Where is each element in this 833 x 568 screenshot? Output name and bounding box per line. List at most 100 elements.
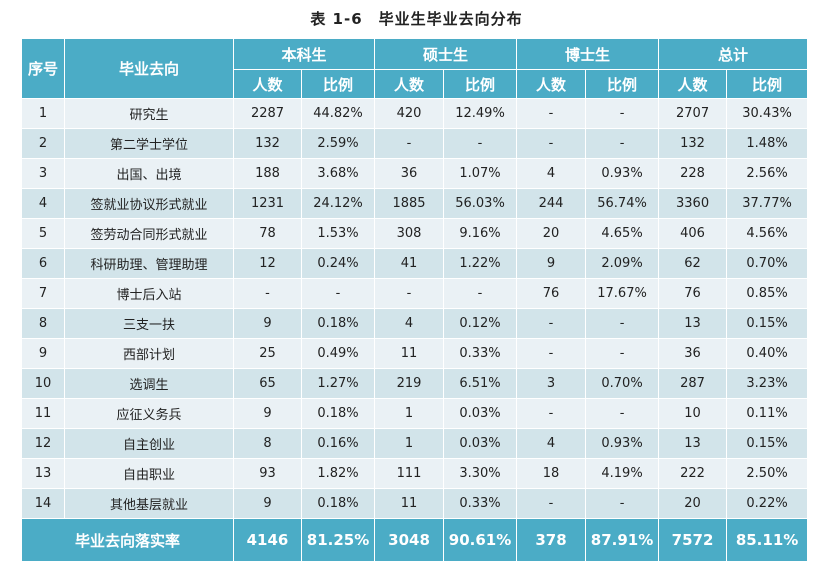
- header-ratio: 比例: [726, 69, 809, 99]
- table-row: 6 科研助理、管理助理 12 0.24% 41 1.22% 9 2.09% 62 0.70%: [21, 248, 809, 279]
- row-value: 0.03%: [443, 428, 518, 459]
- footer-cell: 81.25%: [300, 518, 376, 562]
- row-value: 287: [658, 368, 728, 399]
- row-value: -: [300, 278, 376, 309]
- header-index: 序号: [21, 38, 65, 99]
- table-body: 1 研究生 2287 44.82% 420 12.49% - -2707 30.43% 2 第二学士…: [21, 98, 809, 519]
- row-destination: 应征义务兵: [64, 398, 234, 429]
- row-value: 219: [374, 368, 445, 399]
- row-value: 0.18%: [300, 398, 376, 429]
- row-value: 1.82%: [300, 458, 376, 489]
- footer-label: 毕业去向落实率: [21, 518, 234, 562]
- row-value: 25: [233, 338, 302, 369]
- row-value: -: [374, 128, 445, 159]
- row-value: 228: [658, 158, 728, 189]
- row-destination: 西部计划: [64, 338, 234, 369]
- row-value: 0.93%: [585, 158, 660, 189]
- row-value: 1.07%: [443, 158, 518, 189]
- table-row: 5 签劳动合同形式就业 78 1.53% 308 9.16% 20 4.65% 406 4.56%: [21, 218, 809, 249]
- row-value: -: [516, 338, 587, 369]
- row-value: 4: [516, 428, 587, 459]
- row-value: 20: [658, 488, 728, 519]
- row-value: 41: [374, 248, 445, 279]
- row-value: 2.09%: [585, 248, 660, 279]
- row-value: 2707: [658, 98, 728, 129]
- row-value: 1231: [233, 188, 302, 219]
- row-value: 4.56%: [726, 218, 809, 249]
- header-ratio: 比例: [585, 69, 660, 99]
- row-value: 0.03%: [443, 398, 518, 429]
- row-value: 13: [658, 428, 728, 459]
- header-count: 人数: [658, 69, 728, 99]
- row-destination: 自主创业: [64, 428, 234, 459]
- row-value: -: [585, 488, 660, 519]
- row-value: 24.12%: [300, 188, 376, 219]
- row-value: 12.49%: [443, 98, 518, 129]
- row-value: 222: [658, 458, 728, 489]
- footer-cell: 4146: [233, 518, 302, 562]
- header-ratio: 比例: [300, 69, 376, 99]
- row-value: -: [516, 98, 587, 129]
- row-destination: 自由职业: [64, 458, 234, 489]
- row-value: 0.40%: [726, 338, 809, 369]
- table-row: 3 出国、出境 188 3.68% 36 1.07% 4 0.93% 228 2.56%: [21, 158, 809, 189]
- row-value: 0.12%: [443, 308, 518, 339]
- row-value: 406: [658, 218, 728, 249]
- header-count: 人数: [516, 69, 587, 99]
- row-value: 0.11%: [726, 398, 809, 429]
- table-row: 1 研究生 2287 44.82% 420 12.49% - -2707 30.43%: [21, 98, 809, 129]
- table-row: 10 选调生 65 1.27% 219 6.51% 3 0.70% 287 3.23%: [21, 368, 809, 399]
- footer-cell: 3048: [374, 518, 445, 562]
- graduate-destination-table: 序号 毕业去向 本科生 硕士生 博士生 总计 人数 比例 人数 比例 人数 比例…: [21, 38, 809, 562]
- row-value: 1885: [374, 188, 445, 219]
- row-value: 65: [233, 368, 302, 399]
- row-value: 11: [374, 338, 445, 369]
- row-value: -: [585, 128, 660, 159]
- row-value: 36: [374, 158, 445, 189]
- row-value: 11: [374, 488, 445, 519]
- table-row: 7 博士后入站 - - - -76 17.67% 76 0.85%: [21, 278, 809, 309]
- row-value: 0.24%: [300, 248, 376, 279]
- row-value: 9: [233, 308, 302, 339]
- row-value: 0.70%: [726, 248, 809, 279]
- row-value: 56.03%: [443, 188, 518, 219]
- row-value: 0.18%: [300, 308, 376, 339]
- row-value: -: [585, 338, 660, 369]
- row-value: 6.51%: [443, 368, 518, 399]
- row-value: 78: [233, 218, 302, 249]
- row-value: 0.70%: [585, 368, 660, 399]
- row-index: 1: [21, 98, 65, 129]
- row-value: 0.33%: [443, 488, 518, 519]
- row-value: -: [585, 308, 660, 339]
- row-value: 0.18%: [300, 488, 376, 519]
- header-group-total: 总计: [658, 38, 809, 70]
- row-value: 2287: [233, 98, 302, 129]
- row-value: 4.65%: [585, 218, 660, 249]
- row-value: 1.22%: [443, 248, 518, 279]
- table-row: 12 自主创业 8 0.16% 1 0.03% 4 0.93% 13 0.15%: [21, 428, 809, 459]
- row-value: 76: [658, 278, 728, 309]
- table-row: 2 第二学士学位 132 2.59% - - - -132 1.48%: [21, 128, 809, 159]
- row-value: 308: [374, 218, 445, 249]
- header-count: 人数: [233, 69, 302, 99]
- row-value: 20: [516, 218, 587, 249]
- row-value: 4.19%: [585, 458, 660, 489]
- row-index: 13: [21, 458, 65, 489]
- row-index: 2: [21, 128, 65, 159]
- row-value: 111: [374, 458, 445, 489]
- row-value: -: [516, 128, 587, 159]
- row-value: 1.48%: [726, 128, 809, 159]
- row-value: 0.85%: [726, 278, 809, 309]
- header-destination: 毕业去向: [64, 38, 234, 99]
- row-index: 8: [21, 308, 65, 339]
- header-group-undergrad: 本科生: [232, 38, 376, 70]
- header-group-master: 硕士生: [374, 38, 518, 70]
- footer-cell: 87.91%: [585, 518, 660, 562]
- table-row: 13 自由职业 93 1.82% 111 3.30% 18 4.19% 222 2.50%: [21, 458, 809, 489]
- row-value: 36: [658, 338, 728, 369]
- row-value: -: [443, 278, 518, 309]
- row-value: 420: [374, 98, 445, 129]
- table-title: 表 1-6 毕业生毕业去向分布: [310, 10, 523, 28]
- row-value: 0.16%: [300, 428, 376, 459]
- row-value: 0.33%: [443, 338, 518, 369]
